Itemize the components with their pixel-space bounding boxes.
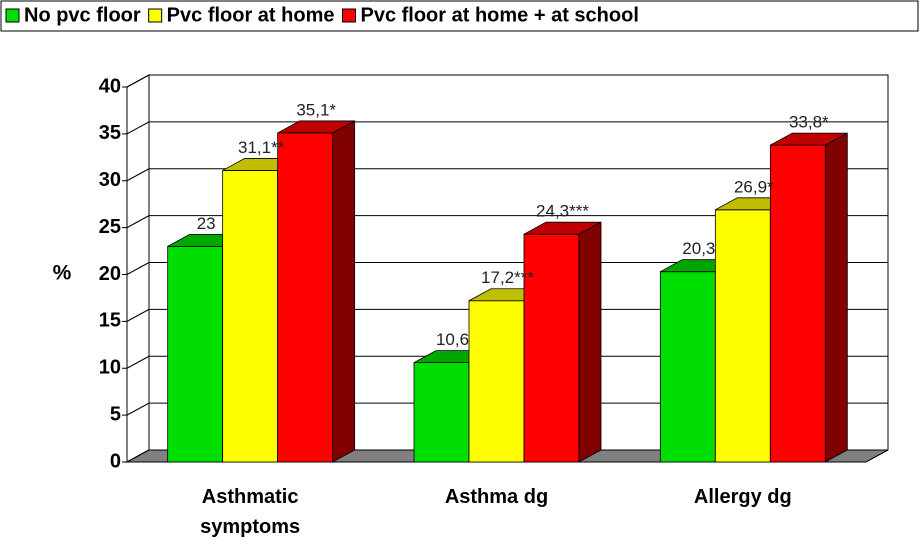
legend-swatch: [5, 8, 20, 23]
value-label: 26,9*: [734, 177, 774, 196]
value-label: 10,6: [436, 330, 469, 349]
value-label: 23: [197, 214, 216, 233]
y-tick-label: 0: [110, 450, 121, 472]
y-tick-label: 10: [99, 357, 121, 379]
legend-swatch: [148, 8, 163, 23]
value-label: 24,3***: [536, 202, 589, 221]
value-label: 31,1**: [238, 138, 285, 157]
x-tick-label: Allergy dg: [693, 486, 792, 508]
bar-front: [413, 362, 470, 463]
bar-front: [769, 144, 826, 463]
y-tick-label: 40: [99, 75, 121, 97]
bar-front: [714, 209, 771, 463]
y-tick-label: 30: [99, 169, 121, 191]
legend-swatch: [341, 8, 356, 23]
grid-line-side: [126, 74, 150, 88]
bar-side: [824, 132, 848, 463]
grid-line-side: [126, 402, 150, 416]
y-tick-label: 25: [99, 216, 121, 238]
legend-label: Pvc floor at home: [167, 4, 335, 26]
value-label: 17,2***: [481, 268, 534, 287]
y-axis-label: %: [53, 262, 72, 285]
grid-line-side: [126, 262, 150, 275]
grid-line-side: [126, 215, 150, 229]
value-label: 35,1*: [296, 100, 336, 119]
x-tick-label: Asthma dg: [444, 486, 549, 508]
y-tick-label: 15: [99, 310, 121, 332]
grid-line-side: [126, 121, 150, 135]
grid-line-side: [126, 168, 150, 182]
y-tick-label: 35: [99, 122, 121, 144]
value-label: 33,8*: [789, 113, 829, 132]
legend-label: No pvc floor: [24, 4, 141, 26]
bar-front: [277, 132, 334, 463]
y-tick-label: 5: [110, 403, 121, 425]
value-label: 20,3: [682, 239, 715, 258]
bar-front: [468, 300, 525, 463]
bar-front: [659, 271, 716, 463]
bar-front: [167, 245, 224, 463]
grid-line-side: [126, 355, 150, 369]
legend-label: Pvc floor at home + at school: [360, 4, 638, 26]
bar-front: [523, 233, 580, 463]
bar-front: [222, 170, 279, 463]
bar-side: [332, 120, 356, 463]
x-tick-label: Asthmatic symptoms: [200, 486, 301, 538]
y-tick-label: 20: [99, 263, 121, 285]
grid-line-side: [126, 308, 150, 322]
bar-side: [578, 221, 602, 463]
